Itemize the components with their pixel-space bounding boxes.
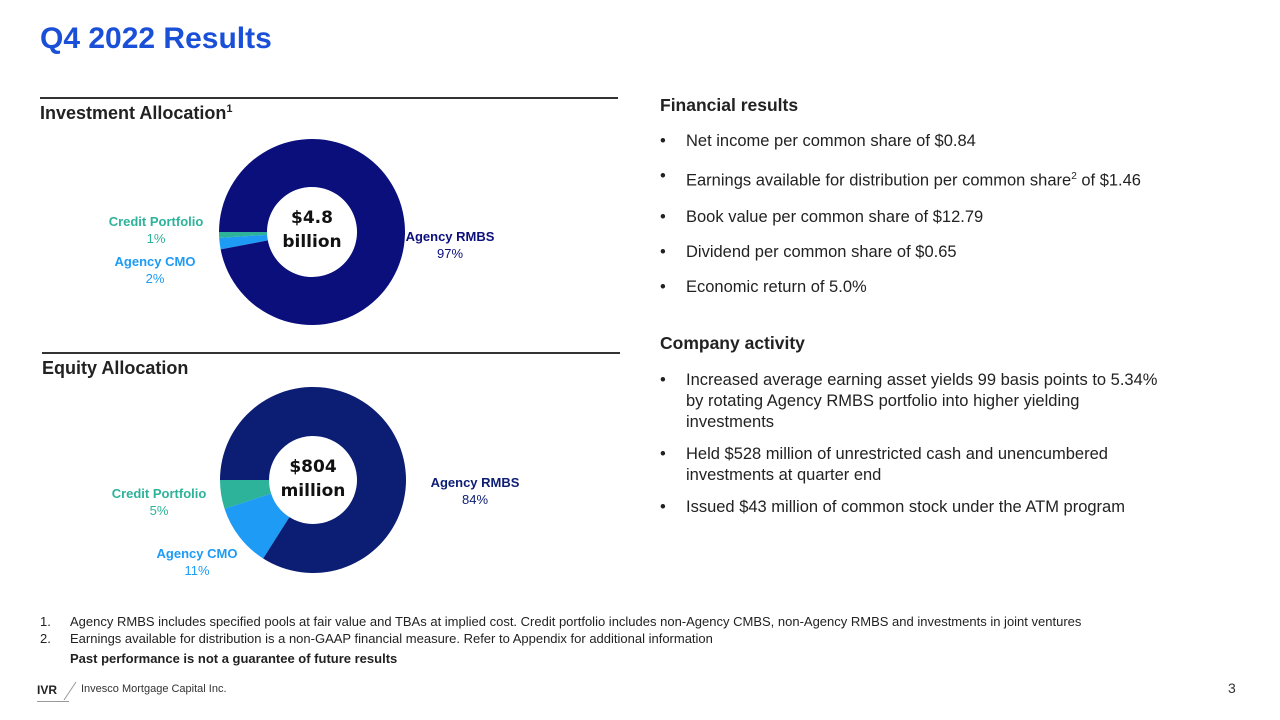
donut-slice-agency-rmbs [220,386,407,573]
label-pct: 97% [436,246,464,261]
label-name: Credit Portfolio [108,214,204,229]
logo-company: Invesco Mortgage Capital Inc. [81,683,227,695]
item-text: of $1.46 [1076,171,1141,190]
logo-slash-icon [63,681,77,701]
donut-charts [219,138,407,573]
label-credit-portfolio: Credit Portfolio 1% [95,213,217,247]
label-agency-cmo: Agency CMO 11% [142,545,252,579]
page-title: Q4 2022 Results [40,22,272,55]
label-agency-rmbs: Agency RMBS 97% [395,228,505,262]
label-pct: 84% [461,492,489,507]
activity-list: Increased average earning asset yields 9… [660,370,1170,518]
label-pct: 2% [145,271,165,286]
footnote: 2. Earnings available for distribution is… [40,631,713,646]
logo-ticker: IVR [37,683,58,697]
footnote-ref: 1 [226,103,233,115]
investment-total: $4.8 billion [262,206,362,254]
label-agency-rmbs: Agency RMBS 84% [420,474,530,508]
donut-slice-credit-portfolio [219,232,268,238]
label-name: Credit Portfolio [111,486,207,501]
label-credit-portfolio: Credit Portfolio 5% [98,485,220,519]
company-logo: IVR Invesco Mortgage Capital Inc. [37,680,237,702]
total-unit: million [280,481,346,501]
logo-underline [37,701,69,702]
list-item: Earnings available for distribution per … [660,166,1141,192]
equity-heading: Equity Allocation [42,358,189,378]
activity-heading: Company activity [660,333,805,353]
footnote-text: Agency RMBS includes specified pools at … [70,614,1082,629]
divider [42,352,620,354]
label-name: Agency RMBS [405,229,495,244]
footnote-number: 1. [40,614,51,629]
disclaimer: Past performance is not a guarantee of f… [70,651,398,666]
total-unit: billion [282,232,342,252]
equity-total: $804 million [263,455,363,503]
financial-list: Net income per common share of $0.84 Ear… [660,131,1141,298]
investment-heading: Investment Allocation1 [40,103,233,124]
label-pct: 5% [149,503,169,518]
label-agency-cmo: Agency CMO 2% [100,253,210,287]
divider [40,97,618,99]
footnote-text: Earnings available for distribution is a… [70,631,713,646]
total-value: $4.8 [291,208,333,228]
page-number: 3 [1228,680,1236,696]
footnote-number: 2. [40,631,51,646]
list-item: Dividend per common share of $0.65 [660,242,1141,263]
footnote-ref: 2 [1071,171,1077,182]
donut-slice-agency-cmo [219,234,268,250]
list-item: Held $528 million of unrestricted cash a… [660,444,1170,486]
list-item: Increased average earning asset yields 9… [660,370,1170,433]
label-name: Agency CMO [114,254,196,269]
financial-heading: Financial results [660,95,799,115]
label-pct: 11% [184,563,210,578]
list-item: Economic return of 5.0% [660,277,1141,298]
list-item: Net income per common share of $0.84 [660,131,1141,152]
item-text: Earnings available for distribution per … [686,171,1072,190]
list-item: Book value per common share of $12.79 [660,207,1141,228]
investment-heading-text: Investment Allocation [40,103,227,123]
list-item: Issued $43 million of common stock under… [660,497,1170,518]
donut-slice-credit-portfolio [220,480,272,509]
total-value: $804 [289,457,337,477]
donut-slice-agency-cmo [224,493,290,559]
label-name: Agency CMO [156,546,238,561]
footnote: 1. Agency RMBS includes specified pools a… [40,614,1081,629]
label-pct: 1% [146,231,166,246]
label-name: Agency RMBS [430,475,520,490]
donut-slice-agency-rmbs [219,138,405,325]
